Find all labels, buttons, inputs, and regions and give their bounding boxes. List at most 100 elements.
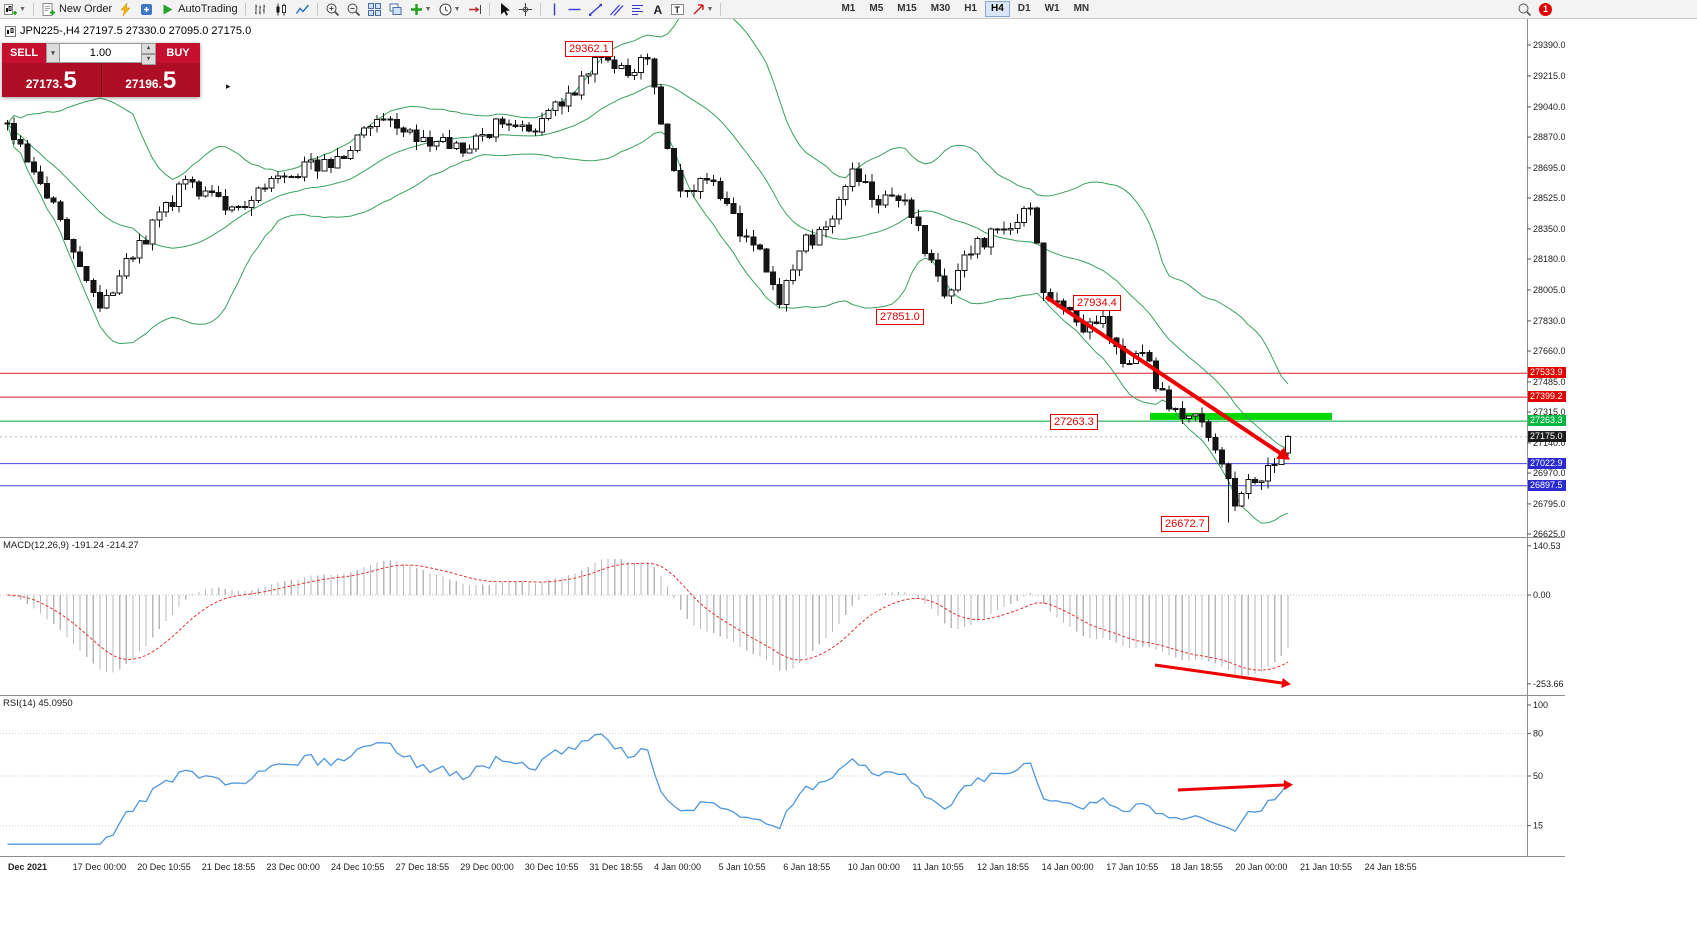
horizontal-line-button[interactable] bbox=[564, 1, 585, 17]
svg-text:28525.0: 28525.0 bbox=[1533, 193, 1565, 203]
timeframe-h1[interactable]: H1 bbox=[964, 3, 977, 14]
vertical-line-button[interactable] bbox=[545, 1, 564, 17]
zoom-out-icon bbox=[347, 3, 360, 16]
autotrading-button[interactable]: AutoTrading bbox=[157, 1, 241, 17]
trend-arrows bbox=[1044, 295, 1293, 792]
timeframe-m15[interactable]: M15 bbox=[897, 3, 917, 14]
toolbar-separator bbox=[488, 2, 490, 16]
svg-text:11 Jan 10:55: 11 Jan 10:55 bbox=[912, 862, 963, 872]
zoom-in-button[interactable] bbox=[322, 1, 343, 17]
line-chart-button[interactable] bbox=[292, 1, 313, 17]
svg-text:27485.0: 27485.0 bbox=[1533, 377, 1565, 387]
rsi-scale[interactable]: 100 80 50 15 bbox=[1527, 700, 1548, 831]
svg-text:29390.0: 29390.0 bbox=[1533, 40, 1565, 50]
time-scale[interactable]: Dec 2021 17 Dec 00:00 20 Dec 10:55 21 Dec 1… bbox=[8, 862, 1417, 872]
timeframe-w1[interactable]: W1 bbox=[1044, 3, 1060, 14]
play-icon bbox=[163, 4, 173, 14]
volume-dropdown-icon[interactable]: ▾ bbox=[46, 43, 60, 63]
svg-text:20 Jan 00:00: 20 Jan 00:00 bbox=[1235, 862, 1287, 872]
cascade-windows-icon bbox=[389, 3, 402, 15]
cursor-button[interactable] bbox=[494, 1, 515, 17]
svg-text:15: 15 bbox=[1533, 821, 1543, 831]
macd-signal-line bbox=[7, 562, 1289, 671]
svg-text:21 Jan 10:55: 21 Jan 10:55 bbox=[1300, 862, 1352, 872]
timeframe-m5[interactable]: M5 bbox=[869, 3, 884, 14]
cascade-windows-button[interactable] bbox=[385, 1, 406, 17]
buy-button[interactable]: BUY bbox=[156, 43, 200, 63]
text-button[interactable]: A bbox=[648, 1, 667, 17]
chart-shift-button[interactable] bbox=[464, 1, 485, 17]
bar-chart-button[interactable] bbox=[250, 1, 271, 17]
svg-text:6 Jan 18:55: 6 Jan 18:55 bbox=[783, 862, 830, 872]
svg-text:100: 100 bbox=[1533, 700, 1548, 710]
zoom-out-button[interactable] bbox=[343, 1, 364, 17]
svg-text:T: T bbox=[674, 5, 680, 15]
timeframe-m1[interactable]: M1 bbox=[841, 3, 856, 14]
svg-text:28005.0: 28005.0 bbox=[1533, 285, 1565, 295]
svg-text:28695.0: 28695.0 bbox=[1533, 163, 1565, 173]
fibonacci-button[interactable] bbox=[627, 1, 648, 17]
text-a-icon: A bbox=[653, 3, 662, 17]
tile-windows-button[interactable] bbox=[364, 1, 385, 17]
volume-spinner[interactable]: ▴ ▾ bbox=[142, 43, 156, 65]
macd-scale[interactable]: 140.53 0.00 -253.66 bbox=[1527, 541, 1564, 689]
price-scale-marker: 27399.2 bbox=[1528, 391, 1566, 402]
svg-text:27660.0: 27660.0 bbox=[1533, 346, 1565, 356]
expert-advisors-button[interactable] bbox=[115, 1, 136, 17]
svg-text:5 Jan 10:55: 5 Jan 10:55 bbox=[719, 862, 766, 872]
buy-price[interactable]: 27196. 5 bbox=[102, 63, 201, 97]
svg-text:50: 50 bbox=[1533, 771, 1543, 781]
price-scale[interactable]: 29390.0 29215.0 29040.0 28870.0 28695.0 28525… bbox=[1527, 40, 1565, 539]
svg-text:28180.0: 28180.0 bbox=[1533, 254, 1565, 264]
one-click-collapse-icon[interactable]: ▸ bbox=[226, 81, 231, 91]
timeframe-d1[interactable]: D1 bbox=[1017, 3, 1031, 14]
toolbar-separator bbox=[244, 2, 246, 16]
price-callout: 27851.0 bbox=[876, 309, 924, 325]
metaeditor-button[interactable] bbox=[136, 1, 157, 17]
autotrading-label: AutoTrading bbox=[178, 3, 238, 15]
svg-text:14 Jan 00:00: 14 Jan 00:00 bbox=[1042, 862, 1094, 872]
arrows-tool-button[interactable]: ▼ bbox=[688, 1, 717, 17]
text-label-icon: T bbox=[670, 3, 684, 15]
new-order-button[interactable]: New Order bbox=[38, 1, 115, 17]
new-chart-icon bbox=[4, 3, 17, 15]
volume-input[interactable] bbox=[60, 43, 142, 63]
chevron-down-icon: ▼ bbox=[453, 5, 461, 13]
sell-price[interactable]: 27173. 5 bbox=[2, 63, 101, 97]
new-order-label: New Order bbox=[58, 3, 113, 15]
timeframe-mn[interactable]: MN bbox=[1073, 3, 1090, 14]
timeframe-h4[interactable]: H4 bbox=[984, 1, 1010, 17]
indicators-button[interactable]: ▼ bbox=[406, 1, 435, 17]
trendline-button[interactable] bbox=[585, 1, 606, 17]
svg-text:29215.0: 29215.0 bbox=[1533, 71, 1565, 81]
candlestick-chart-button[interactable] bbox=[271, 1, 292, 17]
period-button[interactable]: ▼ bbox=[435, 1, 464, 17]
svg-text:28870.0: 28870.0 bbox=[1533, 132, 1565, 142]
spinner-up-icon[interactable]: ▴ bbox=[142, 43, 156, 54]
search-button[interactable] bbox=[1514, 1, 1535, 17]
sell-price-main: 27173. bbox=[25, 77, 63, 91]
new-chart-button[interactable]: ▼ bbox=[0, 1, 29, 17]
line-chart-icon bbox=[295, 4, 309, 14]
green-support-band bbox=[1150, 412, 1332, 420]
search-icon bbox=[1518, 3, 1532, 16]
text-label-button[interactable]: T bbox=[667, 1, 688, 17]
spinner-down-icon[interactable]: ▾ bbox=[142, 54, 156, 65]
timeframe-m30[interactable]: M30 bbox=[930, 3, 951, 14]
chart-area[interactable]: 29390.0 29215.0 29040.0 28870.0 28695.0 28525… bbox=[0, 19, 1697, 940]
arrow-tool-icon bbox=[693, 3, 704, 15]
rsi-line bbox=[7, 733, 1289, 845]
svg-text:12 Jan 18:55: 12 Jan 18:55 bbox=[977, 862, 1029, 872]
sell-button[interactable]: SELL bbox=[2, 43, 46, 63]
toolbar-separator bbox=[720, 2, 722, 16]
svg-text:18 Jan 18:55: 18 Jan 18:55 bbox=[1171, 862, 1223, 872]
fibonacci-icon bbox=[631, 4, 643, 15]
notification-badge[interactable]: 1 bbox=[1539, 2, 1552, 16]
channel-button[interactable] bbox=[606, 1, 627, 17]
crosshair-button[interactable] bbox=[515, 1, 536, 17]
symbol-info: JPN225-,H4 27197.5 27330.0 27095.0 27175… bbox=[5, 25, 251, 37]
price-scale-marker: 27533.9 bbox=[1528, 367, 1566, 378]
metaeditor-icon bbox=[141, 3, 153, 15]
lightning-icon bbox=[120, 1, 131, 16]
